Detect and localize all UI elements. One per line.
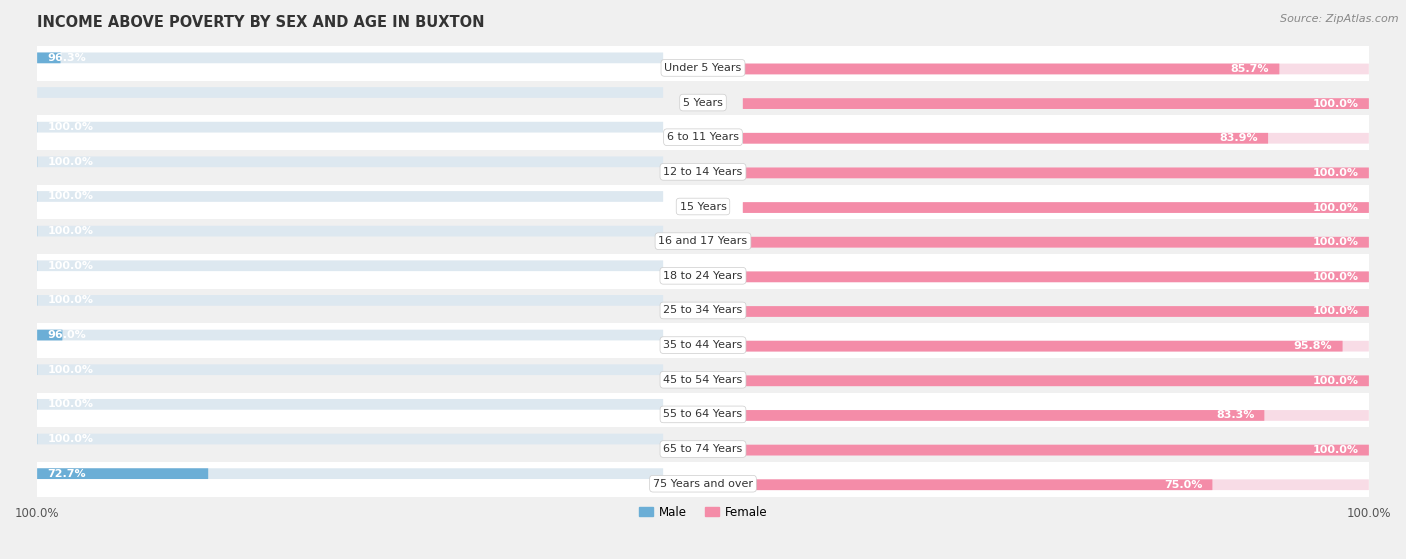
FancyBboxPatch shape: [742, 341, 1343, 352]
FancyBboxPatch shape: [37, 468, 208, 479]
FancyBboxPatch shape: [37, 53, 664, 63]
FancyBboxPatch shape: [742, 168, 1369, 178]
FancyBboxPatch shape: [37, 330, 664, 340]
FancyBboxPatch shape: [37, 468, 664, 479]
Text: Source: ZipAtlas.com: Source: ZipAtlas.com: [1281, 14, 1399, 24]
FancyBboxPatch shape: [37, 427, 1369, 462]
Text: 45 to 54 Years: 45 to 54 Years: [664, 375, 742, 385]
FancyBboxPatch shape: [742, 480, 1212, 490]
FancyBboxPatch shape: [37, 392, 1369, 427]
FancyBboxPatch shape: [37, 434, 664, 444]
Text: 100.0%: 100.0%: [48, 122, 93, 132]
Text: 16 and 17 Years: 16 and 17 Years: [658, 236, 748, 246]
Text: 75.0%: 75.0%: [1164, 480, 1202, 490]
Text: 100.0%: 100.0%: [48, 364, 93, 375]
FancyBboxPatch shape: [742, 272, 1369, 282]
FancyBboxPatch shape: [37, 330, 62, 340]
FancyBboxPatch shape: [742, 445, 1369, 456]
Text: 15 Years: 15 Years: [679, 201, 727, 211]
Text: Under 5 Years: Under 5 Years: [665, 63, 741, 73]
FancyBboxPatch shape: [37, 191, 664, 202]
FancyBboxPatch shape: [37, 288, 1369, 323]
Text: 100.0%: 100.0%: [1313, 237, 1358, 247]
FancyBboxPatch shape: [742, 98, 1369, 109]
FancyBboxPatch shape: [37, 295, 664, 306]
FancyBboxPatch shape: [742, 64, 1279, 74]
Text: 100.0%: 100.0%: [1313, 168, 1358, 178]
FancyBboxPatch shape: [742, 133, 1268, 144]
Text: 100.0%: 100.0%: [48, 399, 93, 409]
FancyBboxPatch shape: [37, 226, 664, 236]
Text: 100.0%: 100.0%: [1313, 98, 1358, 108]
FancyBboxPatch shape: [37, 150, 1369, 184]
FancyBboxPatch shape: [37, 184, 1369, 219]
FancyBboxPatch shape: [37, 157, 664, 167]
FancyBboxPatch shape: [742, 410, 1264, 421]
FancyBboxPatch shape: [742, 306, 1369, 317]
FancyBboxPatch shape: [742, 341, 1369, 352]
Text: 100.0%: 100.0%: [1313, 445, 1358, 455]
Legend: Male, Female: Male, Female: [634, 501, 772, 523]
FancyBboxPatch shape: [37, 46, 1369, 80]
FancyBboxPatch shape: [742, 410, 1369, 421]
FancyBboxPatch shape: [37, 80, 1369, 115]
FancyBboxPatch shape: [37, 87, 664, 98]
Text: 100.0%: 100.0%: [48, 260, 93, 271]
FancyBboxPatch shape: [742, 376, 1369, 386]
FancyBboxPatch shape: [742, 133, 1369, 144]
FancyBboxPatch shape: [742, 98, 1369, 109]
Text: 83.9%: 83.9%: [1219, 133, 1258, 143]
Text: 25 to 34 Years: 25 to 34 Years: [664, 305, 742, 315]
Text: 75 Years and over: 75 Years and over: [652, 479, 754, 489]
FancyBboxPatch shape: [742, 272, 1369, 282]
Text: 95.8%: 95.8%: [1294, 341, 1333, 351]
Text: 35 to 44 Years: 35 to 44 Years: [664, 340, 742, 350]
FancyBboxPatch shape: [742, 168, 1369, 178]
FancyBboxPatch shape: [37, 399, 664, 410]
FancyBboxPatch shape: [37, 358, 1369, 392]
Text: 100.0%: 100.0%: [1313, 306, 1358, 316]
FancyBboxPatch shape: [742, 376, 1369, 386]
Text: 100.0%: 100.0%: [1313, 272, 1358, 282]
FancyBboxPatch shape: [742, 445, 1369, 456]
FancyBboxPatch shape: [37, 53, 60, 63]
FancyBboxPatch shape: [37, 260, 664, 271]
FancyBboxPatch shape: [37, 323, 1369, 358]
FancyBboxPatch shape: [742, 480, 1369, 490]
Text: 100.0%: 100.0%: [48, 295, 93, 305]
Text: 83.3%: 83.3%: [1216, 410, 1254, 420]
Text: 5 Years: 5 Years: [683, 98, 723, 107]
FancyBboxPatch shape: [37, 254, 1369, 288]
Text: 100.0%: 100.0%: [48, 157, 93, 167]
FancyBboxPatch shape: [742, 237, 1369, 248]
FancyBboxPatch shape: [742, 306, 1369, 317]
Text: 96.0%: 96.0%: [48, 330, 86, 340]
Text: 96.3%: 96.3%: [48, 53, 86, 63]
Text: 65 to 74 Years: 65 to 74 Years: [664, 444, 742, 454]
FancyBboxPatch shape: [37, 219, 1369, 254]
Text: INCOME ABOVE POVERTY BY SEX AND AGE IN BUXTON: INCOME ABOVE POVERTY BY SEX AND AGE IN B…: [37, 15, 485, 30]
Text: 100.0%: 100.0%: [1313, 376, 1358, 386]
Text: 100.0%: 100.0%: [48, 226, 93, 236]
Text: 100.0%: 100.0%: [48, 434, 93, 444]
Text: 85.7%: 85.7%: [1230, 64, 1270, 74]
FancyBboxPatch shape: [742, 64, 1369, 74]
Text: 100.0%: 100.0%: [48, 192, 93, 201]
FancyBboxPatch shape: [37, 462, 1369, 496]
Text: 18 to 24 Years: 18 to 24 Years: [664, 271, 742, 281]
Text: 55 to 64 Years: 55 to 64 Years: [664, 409, 742, 419]
Text: 100.0%: 100.0%: [1313, 202, 1358, 212]
FancyBboxPatch shape: [742, 202, 1369, 213]
FancyBboxPatch shape: [742, 237, 1369, 248]
FancyBboxPatch shape: [742, 202, 1369, 213]
FancyBboxPatch shape: [37, 122, 664, 132]
Text: 12 to 14 Years: 12 to 14 Years: [664, 167, 742, 177]
FancyBboxPatch shape: [37, 115, 1369, 150]
Text: 6 to 11 Years: 6 to 11 Years: [666, 132, 740, 142]
Text: 72.7%: 72.7%: [48, 468, 86, 479]
FancyBboxPatch shape: [37, 364, 664, 375]
